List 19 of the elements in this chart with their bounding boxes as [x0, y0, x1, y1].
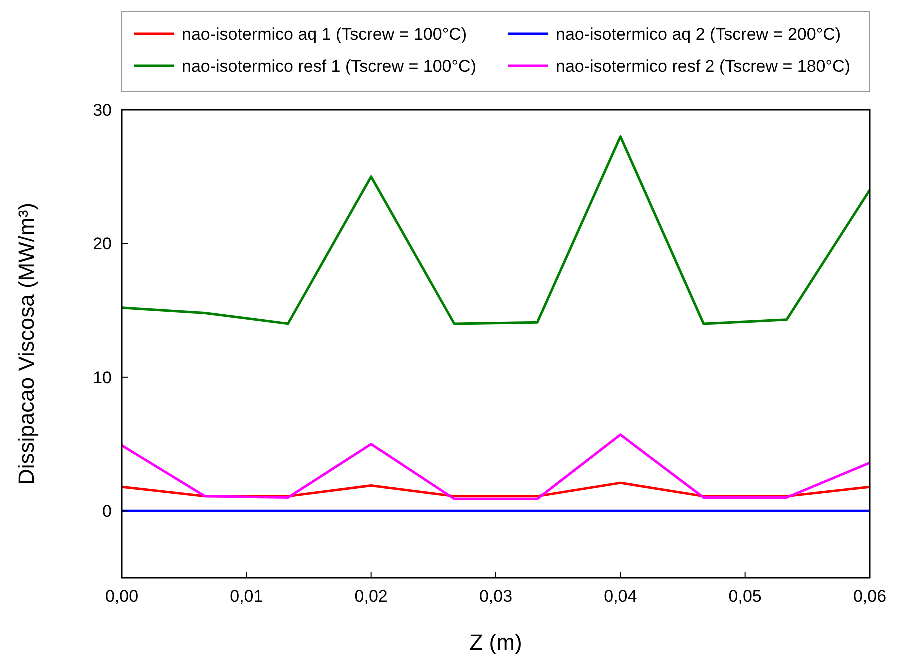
x-tick-label: 0,00 — [105, 587, 139, 606]
x-tick-label: 0,03 — [479, 587, 513, 606]
x-tick-label: 0,05 — [728, 587, 762, 606]
y-tick-label: 30 — [93, 101, 112, 120]
legend-label: nao-isotermico resf 2 (Tscrew = 180°C) — [556, 57, 850, 76]
line-series — [122, 434, 870, 500]
y-tick-label: 20 — [93, 234, 112, 254]
legend-label: nao-isotermico aq 2 (Tscrew = 200°C) — [556, 25, 842, 44]
x-axis-title: Z (m) — [470, 630, 522, 655]
y-tick-label: 0 — [102, 502, 112, 522]
x-tick-label: 0,04 — [604, 587, 638, 606]
y-axis-title: Dissipacao Viscosa (MW/m³) — [14, 203, 39, 485]
x-tick-label: 0,01 — [230, 587, 264, 606]
x-tick-label: 0,06 — [853, 587, 887, 606]
line-series — [122, 135, 870, 326]
y-tick-label: 10 — [93, 368, 112, 388]
legend-label: nao-isotermico resf 1 (Tscrew = 100°C) — [182, 57, 476, 76]
x-tick-label: 0,02 — [354, 587, 388, 606]
legend-label: nao-isotermico aq 1 (Tscrew = 100°C) — [182, 25, 468, 44]
